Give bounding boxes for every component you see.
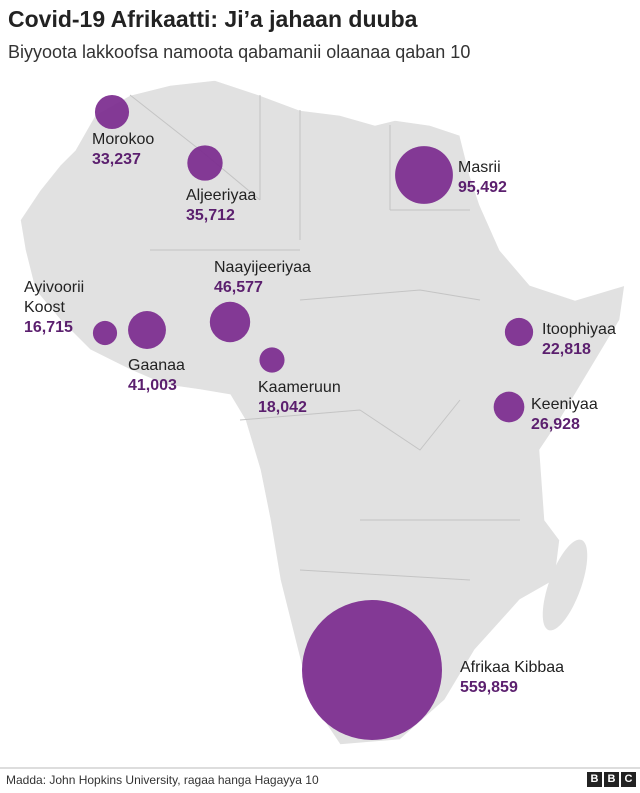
- country-label: Naayijeeriyaa: [214, 259, 311, 276]
- bubble: [504, 317, 534, 347]
- logo-letter: B: [587, 772, 602, 787]
- subtitle: Biyyoota lakkoofsa namoota qabamanii ola…: [8, 42, 471, 62]
- source: Madda: John Hopkins University, ragaa ha…: [6, 773, 319, 787]
- bubble: [395, 146, 453, 204]
- logo-letter: B: [604, 772, 619, 787]
- logo-letter: C: [621, 772, 636, 787]
- value-label: 18,042: [258, 399, 307, 416]
- country-label: Aljeeriyaa: [186, 187, 257, 204]
- value-label: 33,237: [92, 151, 141, 168]
- country-label: Ayivoorii Koost: [24, 279, 85, 316]
- bubble: [259, 347, 285, 373]
- country-label: Keeniyaa: [531, 396, 598, 413]
- value-label: 22,818: [542, 341, 591, 358]
- country-label: Itoophiyaa: [542, 321, 616, 338]
- value-label: 41,003: [128, 377, 177, 394]
- title: Covid-19 Afrikaatti: Ji’a jahaan duuba: [8, 6, 418, 32]
- country-label: Masrii: [458, 159, 501, 176]
- value-label: 559,859: [460, 679, 518, 696]
- bubble: [94, 94, 130, 130]
- value-label: 46,577: [214, 279, 263, 296]
- bubble: [128, 311, 166, 349]
- bubble: [187, 145, 223, 181]
- country-label: Kaameruun: [258, 379, 341, 396]
- value-label: 35,712: [186, 207, 235, 224]
- bubble: [493, 391, 525, 423]
- value-label: 26,928: [531, 416, 580, 433]
- bubble: [92, 320, 118, 346]
- country-label: Afrikaa Kibbaa: [460, 659, 565, 676]
- bubble: [302, 600, 442, 740]
- bubble: [209, 301, 251, 343]
- africa-land: [19, 79, 626, 746]
- value-label: 95,492: [458, 179, 507, 196]
- value-label: 16,715: [24, 319, 73, 336]
- madagascar: [542, 539, 588, 631]
- country-label: Gaanaa: [128, 357, 185, 374]
- country-label: Morokoo: [92, 131, 155, 148]
